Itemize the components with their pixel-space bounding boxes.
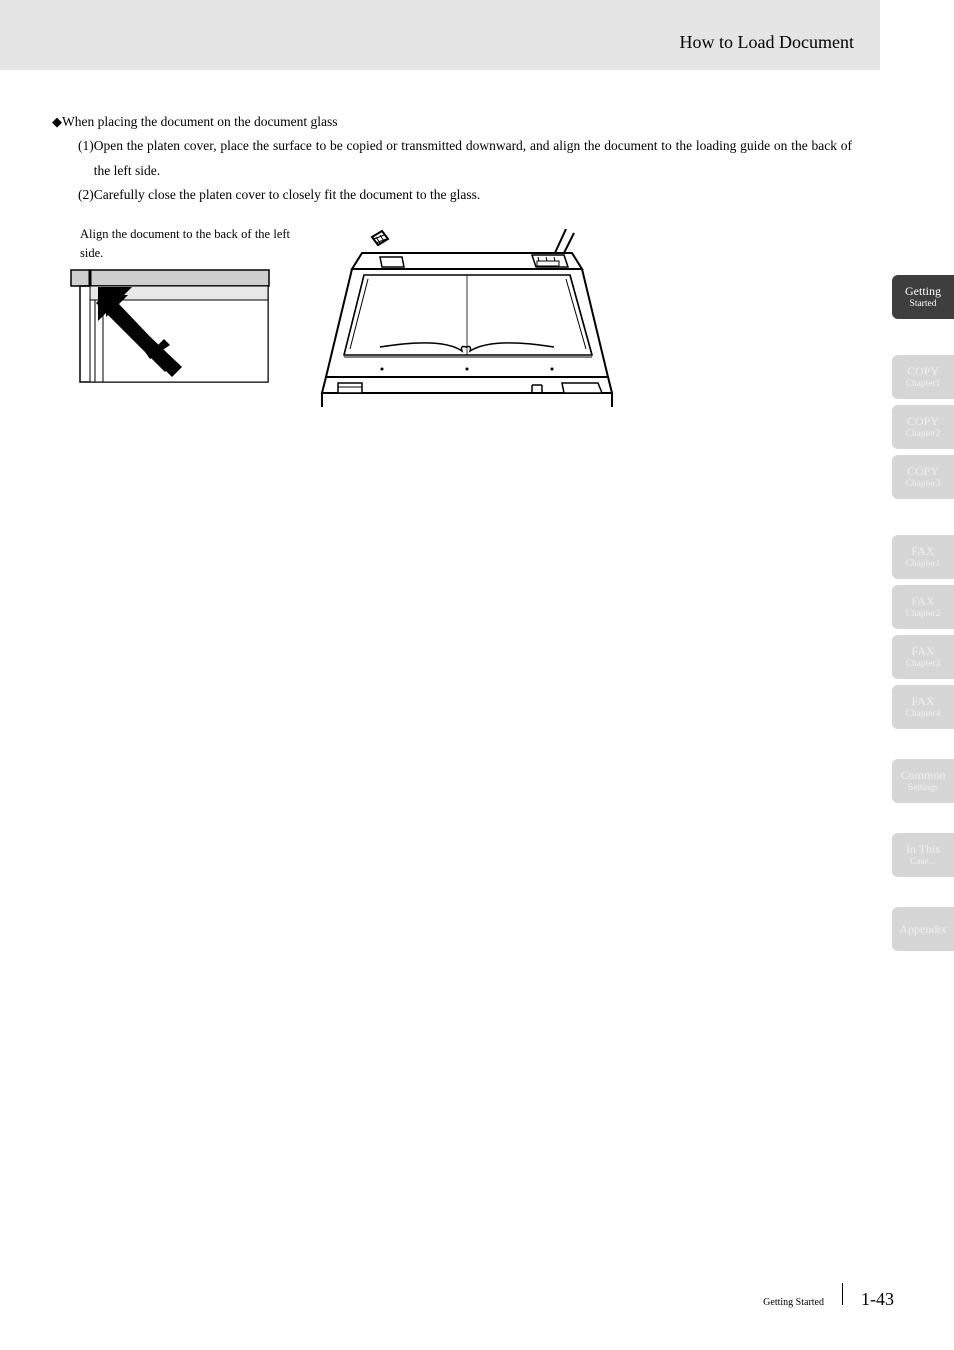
- tab-title: Getting: [905, 284, 941, 298]
- chapter-tab[interactable]: COPYChapter1: [892, 355, 954, 399]
- bullet-text: When placing the document on the documen…: [62, 114, 338, 129]
- tab-title: COPY: [907, 464, 939, 478]
- chapter-tab[interactable]: In ThisCase...: [892, 833, 954, 877]
- chapter-tab[interactable]: FAXChapter3: [892, 635, 954, 679]
- content-block: ◆When placing the document on the docume…: [52, 110, 852, 207]
- header-title: How to Load Document: [680, 32, 854, 53]
- tab-title: FAX: [911, 644, 934, 658]
- chapter-tab[interactable]: Appendix: [892, 907, 954, 951]
- chapter-tab[interactable]: COPYChapter2: [892, 405, 954, 449]
- tab-subtitle: Case...: [910, 857, 936, 868]
- tab-title: In This: [906, 842, 940, 856]
- tab-subtitle: Settings: [908, 783, 939, 794]
- tab-subtitle: Chapter2: [906, 429, 941, 440]
- tab-subtitle: Chapter2: [906, 609, 941, 620]
- glass-align-diagram: [70, 269, 270, 384]
- chapter-tab[interactable]: GettingStarted: [892, 275, 954, 319]
- footer-page-number: 1-43: [861, 1289, 894, 1310]
- list-item: (2) Carefully close the platen cover to …: [78, 183, 852, 207]
- chapter-tab[interactable]: FAXChapter2: [892, 585, 954, 629]
- diamond-icon: ◆: [52, 114, 62, 129]
- item-number: (2): [78, 183, 94, 207]
- tab-title: FAX: [911, 544, 934, 558]
- item-text: Open the platen cover, place the surface…: [94, 134, 852, 183]
- tab-subtitle: Chapter4: [906, 709, 941, 720]
- tab-title: COPY: [907, 364, 939, 378]
- chapter-tab[interactable]: COPYChapter3: [892, 455, 954, 499]
- tab-subtitle: Chapter1: [906, 379, 941, 390]
- tab-subtitle: Chapter1: [906, 559, 941, 570]
- platen-diagram: [302, 229, 622, 409]
- item-text: Carefully close the platen cover to clos…: [94, 183, 852, 207]
- item-number: (1): [78, 134, 94, 183]
- bullet-heading: ◆When placing the document on the docume…: [52, 110, 852, 134]
- tab-title: COPY: [907, 414, 939, 428]
- chapter-tab[interactable]: FAXChapter1: [892, 535, 954, 579]
- diagram-caption: Align the document to the back of the le…: [80, 225, 290, 263]
- tab-subtitle: Chapter3: [906, 659, 941, 670]
- footer-divider: [842, 1283, 843, 1305]
- chapter-tab[interactable]: CommonSettings: [892, 759, 954, 803]
- chapter-tabs-sidebar: GettingStartedCOPYChapter1COPYChapter2CO…: [892, 275, 954, 957]
- page-footer: Getting Started 1-43: [763, 1283, 894, 1310]
- list-item: (1) Open the platen cover, place the sur…: [78, 134, 852, 183]
- tab-title: Appendix: [899, 922, 946, 936]
- footer-section: Getting Started: [763, 1297, 824, 1308]
- tab-title: FAX: [911, 594, 934, 608]
- tab-subtitle: Chapter3: [906, 479, 941, 490]
- instruction-list: (1) Open the platen cover, place the sur…: [52, 134, 852, 207]
- tab-title: Common: [901, 768, 946, 782]
- tab-subtitle: Started: [910, 299, 937, 310]
- tab-title: FAX: [911, 694, 934, 708]
- chapter-tab[interactable]: FAXChapter4: [892, 685, 954, 729]
